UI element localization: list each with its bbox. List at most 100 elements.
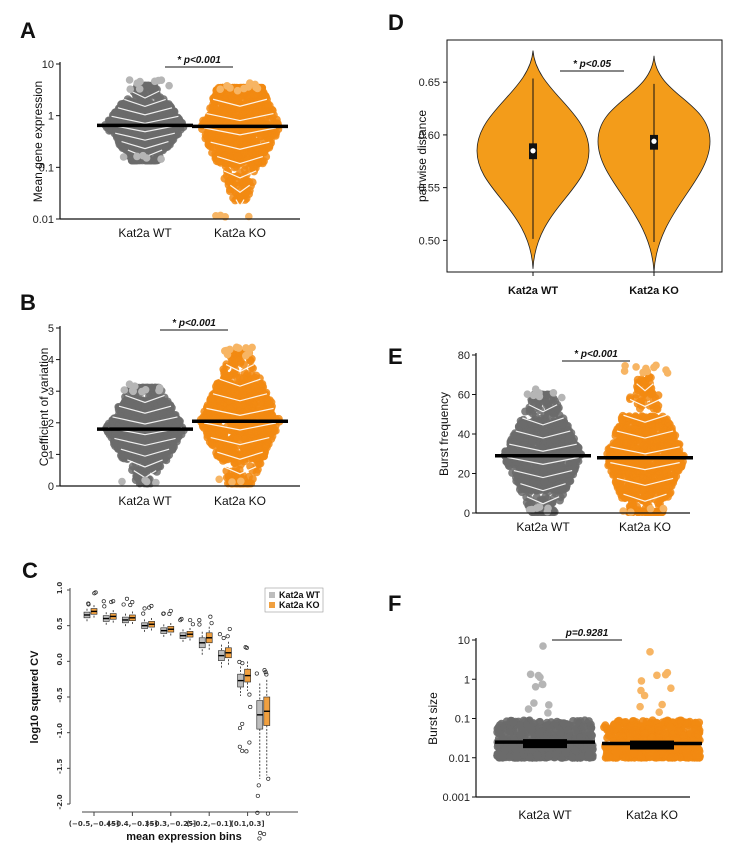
swarm-outlier	[142, 154, 151, 162]
panel-c-outlier	[240, 721, 245, 726]
swarm-point	[503, 459, 512, 468]
swarm-gap	[206, 112, 274, 122]
panel-d-y-axis-label: pairwise distance	[415, 110, 429, 202]
swarm-outlier	[152, 478, 160, 487]
swarm-point	[258, 410, 267, 419]
panel-c-outlier	[128, 602, 133, 608]
swarm-gap	[111, 115, 179, 124]
panel-b-swarm-wt	[102, 380, 188, 488]
swarm-outlier	[237, 477, 245, 486]
swarm-point	[532, 464, 541, 473]
panel-c-x-tick-label: (0.1,0.3]	[231, 820, 265, 828]
swarm-point	[146, 126, 155, 134]
swarm-outlier	[133, 79, 141, 87]
panel-a-y-tick-label: 1	[48, 111, 54, 123]
swarm-point	[249, 410, 258, 419]
panel-c-outlier	[124, 596, 129, 601]
panel-c-outlier	[188, 618, 193, 623]
panel-c-outlier	[121, 602, 126, 607]
panel-b-sig-label: * p<0.001	[172, 318, 216, 329]
swarm-outlier	[141, 386, 150, 394]
swarm-point	[248, 178, 257, 187]
swarm-outlier	[232, 343, 241, 352]
swarm-point	[152, 117, 161, 126]
panel-a-swarm-ko	[198, 79, 283, 221]
panel-a-sig-label: * p<0.001	[177, 55, 221, 66]
panel-c-outlier	[225, 634, 230, 639]
swarm-point	[241, 106, 250, 115]
swarm-point	[248, 441, 257, 450]
panel-c-legend-swatch-wt	[269, 592, 275, 598]
swarm-point	[226, 134, 235, 143]
swarm-point	[258, 147, 267, 156]
panel-c-outlier	[237, 744, 242, 749]
panel-c-outlier	[254, 671, 259, 676]
swarm-point	[208, 103, 217, 112]
swarm-point	[569, 446, 578, 455]
swarm-point	[115, 134, 124, 143]
swarm-gap	[203, 127, 277, 136]
panel-b-category-label: Kat2a KO	[214, 494, 266, 508]
swarm-point	[224, 180, 233, 189]
swarm-point	[242, 177, 251, 186]
swarm-point	[162, 452, 171, 461]
swarm-point	[218, 106, 227, 115]
panel-c-outlier	[102, 604, 107, 609]
panel-c-outlier	[244, 749, 249, 754]
panel-c-y-tick-label: -1.0	[56, 723, 64, 738]
swarm-point	[565, 434, 574, 443]
panel-c-outlier	[237, 726, 243, 731]
swarm-point	[234, 353, 243, 362]
swarm-gap	[130, 90, 160, 99]
swarm-point	[200, 423, 209, 432]
swarm-point	[236, 133, 245, 142]
swarm-point	[149, 84, 158, 93]
swarm-point	[540, 429, 549, 438]
panel-c-legend-swatch-ko	[269, 602, 275, 608]
swarm-point	[233, 152, 242, 161]
swarm-point	[241, 444, 249, 453]
panel-c-outlier	[209, 621, 214, 626]
swarm-gap	[117, 107, 173, 116]
swarm-point	[239, 126, 248, 135]
panel-c-outlier	[256, 783, 261, 788]
panel-c-outlier	[257, 836, 262, 841]
panel-a-y-axis-label: Mean gene expression	[31, 81, 45, 202]
swarm-outlier	[157, 76, 166, 84]
swarm-outlier	[151, 77, 159, 86]
panel-b-category-label: Kat2a WT	[118, 494, 172, 508]
swarm-point	[568, 465, 577, 474]
panel-d-y-tick-label: 0.50	[419, 235, 440, 247]
panel-d-category-label: Kat2a WT	[508, 285, 558, 297]
swarm-point	[246, 134, 255, 143]
panel-c-outlier	[221, 636, 226, 641]
panel-e-swarm-wt	[500, 385, 586, 516]
swarm-point	[121, 99, 130, 108]
swarm-point	[507, 442, 515, 450]
panel-c-outlier	[197, 618, 202, 623]
swarm-point	[132, 134, 141, 143]
swarm-point	[519, 420, 528, 429]
swarm-point	[215, 145, 224, 154]
swarm-point	[205, 438, 214, 447]
panel-label-e: E	[388, 344, 403, 369]
swarm-outlier	[216, 211, 225, 220]
swarm-outlier	[133, 152, 141, 161]
swarm-outlier	[118, 477, 126, 486]
swarm-outlier	[142, 477, 151, 486]
swarm-point	[123, 410, 132, 418]
swarm-outlier	[523, 390, 532, 399]
swarm-gap	[223, 170, 257, 179]
swarm-point	[174, 416, 183, 425]
panel-a-category-label: Kat2a KO	[214, 226, 266, 240]
swarm-outlier	[549, 389, 558, 397]
panel-b-y-axis-label: Coefficient of variation	[37, 348, 51, 467]
panel-c-outlier	[262, 831, 267, 837]
swarm-point	[218, 113, 227, 122]
swarm-outlier	[228, 478, 236, 486]
swarm-point	[121, 127, 130, 136]
swarm-outlier	[157, 155, 165, 163]
swarm-point	[210, 115, 219, 124]
swarm-point	[271, 426, 280, 435]
swarm-point	[237, 424, 246, 433]
